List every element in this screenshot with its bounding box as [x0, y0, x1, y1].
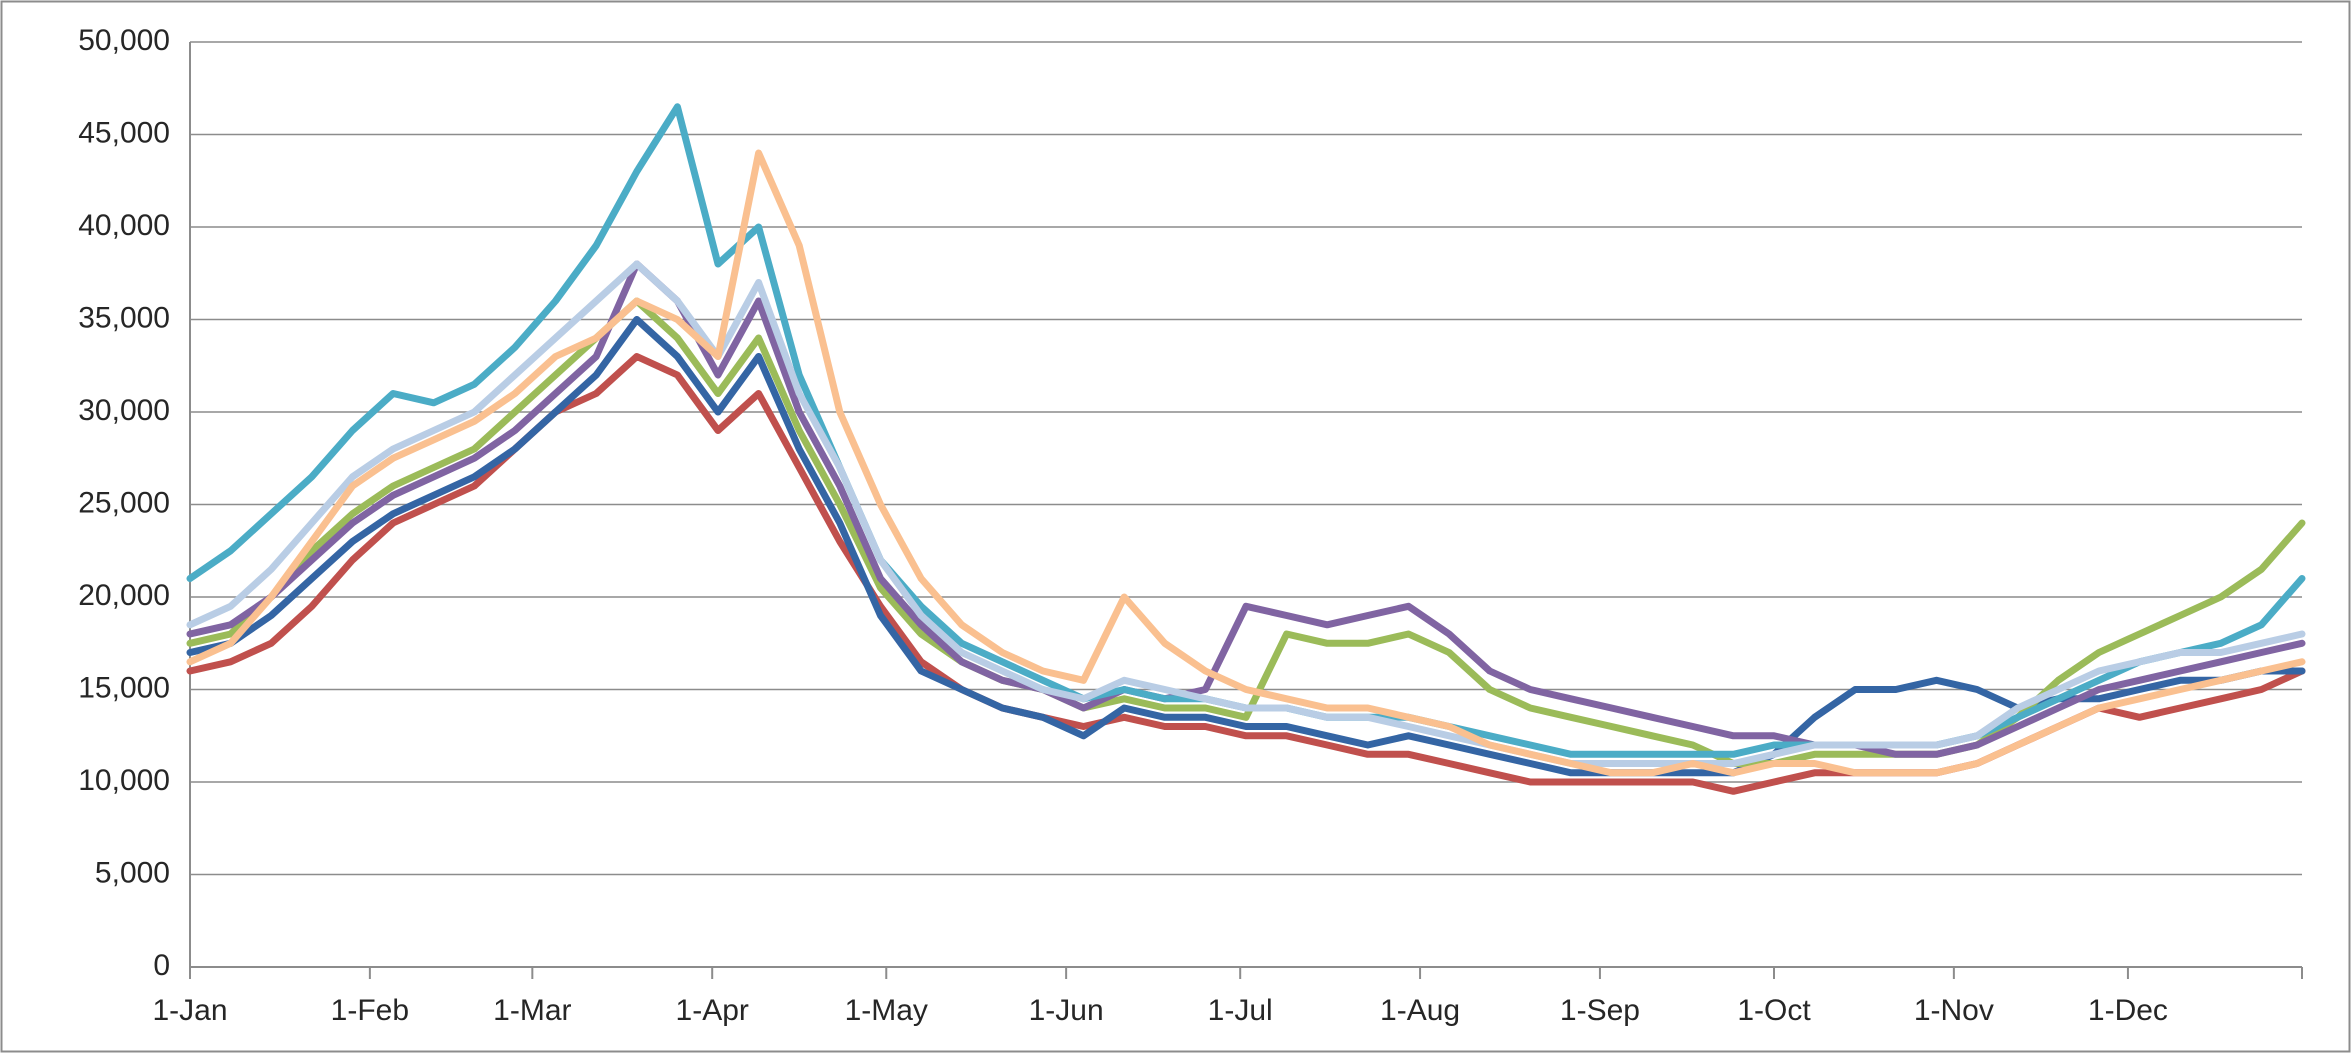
- series-line: [186, 260, 2306, 767]
- x-tick-label: 1-Oct: [1737, 994, 1811, 1027]
- x-tick-label: 1-Jun: [1029, 994, 1104, 1027]
- x-tick-label: 1-Feb: [331, 994, 409, 1027]
- y-tick-label: 30,000: [78, 394, 170, 427]
- x-tick-label: 1-Mar: [493, 994, 571, 1027]
- y-tick-label: 40,000: [78, 209, 170, 242]
- x-tick-label: 1-Dec: [2088, 994, 2168, 1027]
- x-tick-label: 1-Sep: [1560, 994, 1640, 1027]
- x-tick-label: 1-Nov: [1914, 994, 1994, 1027]
- x-tick-label: 1-Apr: [676, 994, 749, 1027]
- x-tick-label: 1-Aug: [1380, 994, 1460, 1027]
- y-tick-label: 20,000: [78, 579, 170, 612]
- series-line: [186, 316, 2306, 777]
- y-tick-label: 15,000: [78, 671, 170, 704]
- series-line: [186, 149, 2306, 777]
- y-tick-label: 50,000: [78, 24, 170, 57]
- y-tick-label: 25,000: [78, 486, 170, 519]
- x-tick-label: 1-May: [845, 994, 928, 1027]
- series-line: [186, 260, 2306, 758]
- y-tick-label: 10,000: [78, 764, 170, 797]
- y-tick-label: 5,000: [95, 856, 170, 889]
- x-tick-label: 1-Jul: [1208, 994, 1273, 1027]
- y-tick-label: 0: [153, 949, 170, 982]
- y-tick-label: 35,000: [78, 301, 170, 334]
- y-tick-label: 45,000: [78, 116, 170, 149]
- x-tick-label: 1-Jan: [152, 994, 227, 1027]
